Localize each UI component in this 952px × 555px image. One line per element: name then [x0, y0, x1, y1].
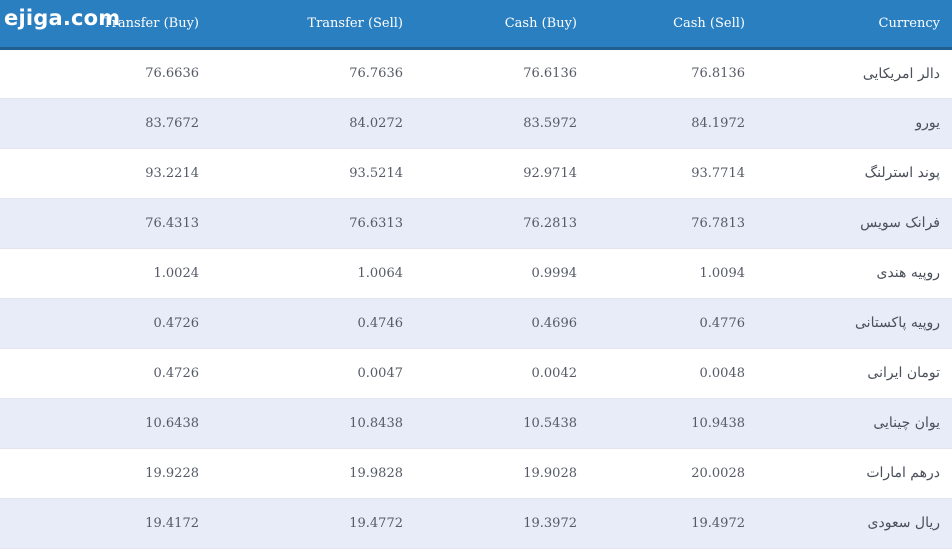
cell-currency: دالر امریکایی — [862, 65, 940, 82]
table-row: 76.6636 76.7636 76.6136 76.8136 دالر امر… — [0, 48, 952, 98]
cell-currency: ریال سعودی — [867, 515, 940, 531]
cell-cash-sell: 84.1972 — [691, 115, 745, 131]
cell-currency: درهم امارات — [866, 465, 940, 481]
cell-transfer-buy: 76.4313 — [145, 215, 199, 231]
cell-transfer-buy: 10.6438 — [145, 415, 199, 431]
cell-currency: پوند استرلنگ — [864, 165, 940, 181]
cell-cash-buy: 19.3972 — [523, 515, 577, 531]
cell-cash-sell: 0.0048 — [699, 365, 746, 381]
cell-transfer-buy: 76.6636 — [145, 66, 199, 81]
table-row: 19.9228 19.9828 19.9028 20.0028 درهم اما… — [0, 448, 952, 498]
cell-currency: یوان چینایی — [873, 415, 940, 431]
cell-transfer-sell: 76.6313 — [349, 215, 403, 231]
header-transfer-buy: Transfer (Buy) — [0, 0, 199, 50]
table-row: 76.4313 76.6313 76.2813 76.7813 فرانک سو… — [0, 198, 952, 248]
site-logo[interactable]: ejiga.com — [4, 6, 121, 30]
cell-transfer-buy: 1.0024 — [153, 265, 200, 281]
header-currency: Currency — [745, 0, 952, 50]
cell-cash-sell: 0.4776 — [699, 315, 746, 331]
table-row: 93.2214 93.5214 92.9714 93.7714 پوند است… — [0, 148, 952, 198]
cell-cash-buy: 0.4696 — [531, 315, 578, 331]
cell-transfer-sell: 0.4746 — [357, 315, 404, 331]
cell-cash-sell: 76.7813 — [691, 215, 745, 231]
table-row: 19.4172 19.4772 19.3972 19.4972 ریال سعو… — [0, 498, 952, 548]
cell-transfer-buy: 83.7672 — [145, 115, 199, 131]
cell-transfer-sell: 19.4772 — [349, 515, 403, 531]
cell-cash-sell: 76.8136 — [691, 66, 745, 81]
header-cash-buy: Cash (Buy) — [404, 0, 577, 50]
table-header-row: Transfer (Buy) Transfer (Sell) Cash (Buy… — [0, 0, 952, 50]
cell-transfer-buy: 93.2214 — [145, 165, 199, 181]
cell-transfer-buy: 19.4172 — [145, 515, 199, 531]
cell-transfer-sell: 1.0064 — [357, 265, 404, 281]
table-row: 0.4726 0.0047 0.0042 0.0048 تومان ایرانی — [0, 348, 952, 398]
cell-cash-buy: 76.6136 — [523, 66, 577, 81]
cell-cash-sell: 10.9438 — [691, 415, 745, 431]
cell-cash-buy: 19.9028 — [523, 465, 577, 481]
header-cash-sell: Cash (Sell) — [577, 0, 745, 50]
cell-transfer-buy: 19.9228 — [145, 465, 199, 481]
cell-currency: روپیه هندی — [876, 265, 940, 281]
cell-currency: فرانک سویس — [860, 215, 940, 231]
cell-transfer-buy: 0.4726 — [153, 365, 200, 381]
cell-transfer-buy: 0.4726 — [153, 315, 200, 331]
cell-transfer-sell: 19.9828 — [349, 465, 403, 481]
cell-currency: یورو — [915, 115, 940, 131]
cell-cash-buy: 0.0042 — [531, 365, 578, 381]
cell-cash-buy: 10.5438 — [523, 415, 577, 431]
cell-cash-sell: 1.0094 — [699, 265, 746, 281]
cell-transfer-sell: 10.8438 — [349, 415, 403, 431]
cell-transfer-sell: 93.5214 — [349, 165, 403, 181]
cell-cash-sell: 20.0028 — [691, 465, 745, 481]
cell-cash-buy: 76.2813 — [523, 215, 577, 231]
cell-transfer-sell: 0.0047 — [357, 365, 404, 381]
table-row: 1.0024 1.0064 0.9994 1.0094 روپیه هندی — [0, 248, 952, 298]
table-row: 83.7672 84.0272 83.5972 84.1972 یورو — [0, 98, 952, 148]
cell-cash-buy: 83.5972 — [523, 115, 577, 131]
cell-transfer-sell: 76.7636 — [349, 66, 403, 81]
cell-transfer-sell: 84.0272 — [349, 115, 403, 131]
cell-cash-sell: 19.4972 — [691, 515, 745, 531]
cell-currency: روپیه پاکستانی — [855, 315, 940, 331]
header-transfer-sell: Transfer (Sell) — [199, 0, 404, 50]
cell-cash-buy: 0.9994 — [531, 265, 578, 281]
table-row: 0.4726 0.4746 0.4696 0.4776 روپیه پاکستا… — [0, 298, 952, 348]
cell-cash-buy: 92.9714 — [523, 165, 577, 181]
cell-currency: تومان ایرانی — [867, 365, 940, 381]
cell-cash-sell: 93.7714 — [691, 165, 745, 181]
table-row: 10.6438 10.8438 10.5438 10.9438 یوان چین… — [0, 398, 952, 448]
